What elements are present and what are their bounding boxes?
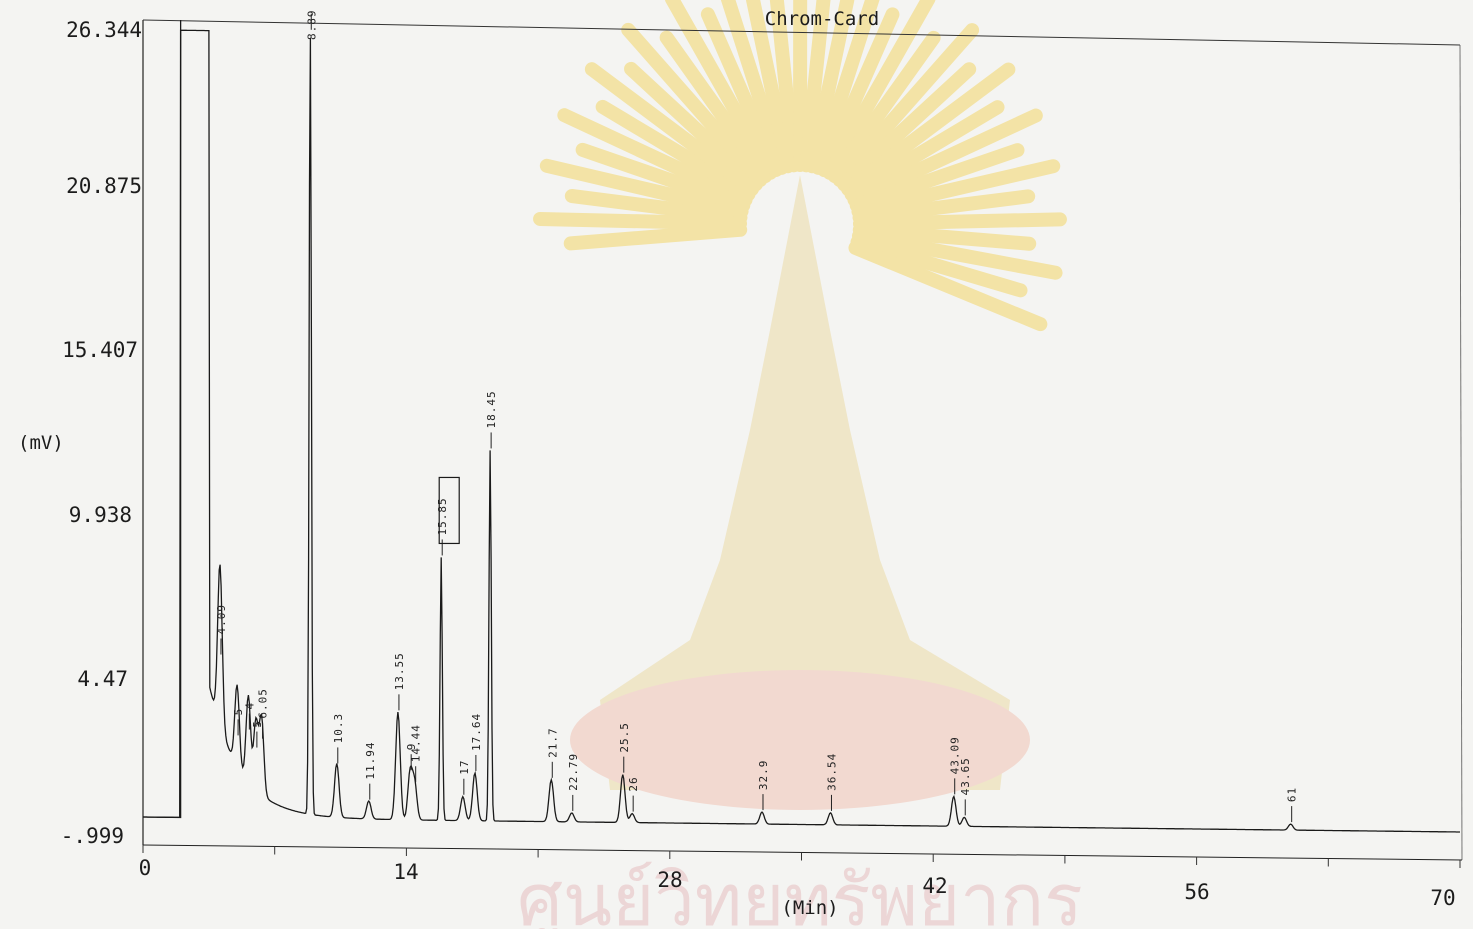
peak-label: 5 <box>232 708 245 716</box>
watermark-ray <box>563 222 748 251</box>
watermark-ray <box>852 212 1067 231</box>
peak-label: 15.85 <box>436 497 449 535</box>
watermark-ray <box>659 30 773 184</box>
x-tick-label: 70 <box>1430 886 1455 910</box>
watermark-ray <box>746 0 795 174</box>
watermark-ray <box>539 158 749 219</box>
watermark-ray <box>827 30 941 184</box>
x-tick-label: 42 <box>922 874 947 898</box>
watermark-ray <box>849 143 1025 213</box>
watermark-ray <box>533 211 748 231</box>
peak-label: 11.94 <box>364 742 377 780</box>
watermark-ray <box>584 62 759 197</box>
peak-label: 14.44 <box>410 724 423 762</box>
watermark-ray <box>624 61 763 192</box>
watermark-ray <box>852 222 1037 251</box>
watermark-ray <box>848 240 1048 332</box>
y-tick-label: 20.875 <box>66 174 142 198</box>
x-tick-label: 0 <box>139 856 152 880</box>
right-border-line <box>1459 44 1463 861</box>
watermark-ray <box>851 159 1061 219</box>
y-tick-label: 4.47 <box>77 667 128 691</box>
watermark-ray <box>822 0 936 180</box>
watermark-emblem: ศูนย์วิทยทรัพยากร <box>517 0 1083 929</box>
peak-label: 9 <box>405 743 418 751</box>
y-ticks: 26.344 20.875 15.407 9.938 4.47 -.999 <box>61 18 142 848</box>
watermark-ray <box>799 0 831 173</box>
y-axis-label: (mV) <box>18 432 64 454</box>
watermark-ray <box>665 0 778 180</box>
x-axis-label: (Min) <box>781 897 838 919</box>
x-ticks: 0 14 28 42 56 70 <box>139 856 1456 910</box>
x-tick-label: 56 <box>1184 880 1209 904</box>
peak-label: 21.7 <box>546 727 559 758</box>
watermark-ray <box>851 229 1063 280</box>
chromatogram-trace <box>143 29 1460 833</box>
peak-label: 43.09 <box>949 736 962 774</box>
x-tick-marks <box>142 845 1461 868</box>
peak-label: 26 <box>627 776 640 791</box>
top-border-line <box>142 19 1461 46</box>
peak-label: 36.54 <box>825 753 838 791</box>
peak-label: 25.5 <box>618 722 631 753</box>
peak-highlight-box <box>438 476 460 545</box>
watermark-ray <box>769 0 801 173</box>
y-tick-label: 26.344 <box>66 18 142 42</box>
watermark-ray <box>564 188 748 225</box>
watermark-ray <box>595 99 756 202</box>
watermark-ray <box>817 7 900 178</box>
watermark-ray <box>852 189 1036 225</box>
peak-label: 4.09 <box>215 604 228 635</box>
solvent-front-edge <box>142 20 182 819</box>
watermark-ray <box>837 62 977 192</box>
peak-label: 5 <box>251 720 264 728</box>
watermark-ray <box>700 7 783 178</box>
peak-label: 10.3 <box>332 713 345 744</box>
peak-label: 8.89 <box>305 10 318 41</box>
peak-label: 17 <box>458 759 471 774</box>
peak-label: 4 <box>243 702 256 710</box>
y-tick-label: 9.938 <box>69 503 132 527</box>
y-tick-label: -.999 <box>61 824 124 848</box>
x-tick-label: 28 <box>657 868 682 892</box>
peak-labels: 4.095456.058.8910.311.9413.5514.44915.85… <box>215 10 1299 823</box>
peak-label: 17.64 <box>470 713 483 751</box>
peak-label: 13.55 <box>393 652 406 690</box>
peak-label: 61 <box>1286 787 1299 802</box>
peak-label: 32.9 <box>757 760 770 791</box>
watermark-ray <box>841 62 1016 197</box>
watermark-ray <box>844 100 1005 202</box>
watermark-ray <box>575 142 751 213</box>
peak-label: 22.79 <box>567 753 580 791</box>
watermark-ray <box>847 108 1043 207</box>
watermark-ray <box>557 108 753 207</box>
watermark-ray <box>811 0 880 175</box>
watermark-ray <box>621 22 768 187</box>
chromatogram-trace-group <box>142 20 1460 833</box>
chart-title: Chrom-Card <box>765 8 879 30</box>
watermark-ray <box>850 235 1028 298</box>
peak-label: 6.05 <box>257 688 270 719</box>
watermark-caption: ศูนย์วิทยทรัพยากร <box>517 858 1083 929</box>
watermark-ray <box>832 23 980 188</box>
peak-label: 18.45 <box>485 390 498 428</box>
watermark-ray <box>805 0 855 174</box>
watermark-ray <box>720 0 789 175</box>
y-tick-label: 15.407 <box>62 338 138 362</box>
x-tick-label: 14 <box>393 860 418 884</box>
x-axis-line <box>142 844 1463 861</box>
peak-label: 43.65 <box>959 757 972 795</box>
